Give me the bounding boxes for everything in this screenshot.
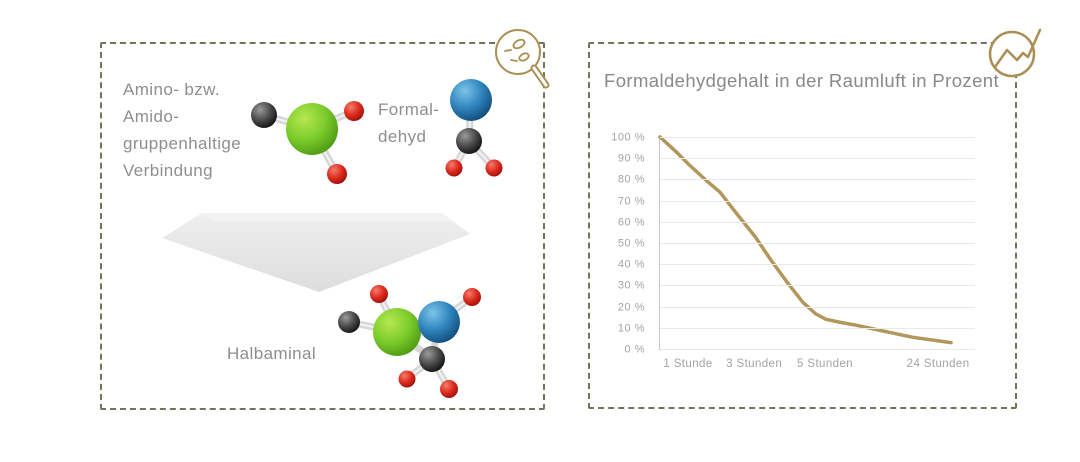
gridline — [660, 306, 975, 308]
y-tick-label: 70 % — [617, 195, 645, 208]
y-tick-label: 30 % — [617, 279, 645, 292]
gridline — [660, 285, 975, 287]
x-tick-label: 5 Stunden — [796, 358, 854, 370]
gridline — [660, 264, 975, 266]
reactant-label-line: gruppenhaltige — [123, 134, 242, 153]
magnifier-molecules-icon — [495, 29, 550, 89]
x-tick-label: 24 Stunden — [906, 358, 970, 370]
y-tick-label: 80 % — [617, 173, 645, 186]
x-tick-label: 1 Stunde — [663, 358, 713, 370]
reaction-down-arrow-icon — [162, 213, 470, 292]
chart-line-svg — [658, 135, 953, 345]
gridline — [660, 243, 975, 244]
reactant-label: Amino- bzw. Amido- gruppenhaltige Verbin… — [123, 76, 241, 184]
x-tick-label: 3 Stunden — [726, 358, 783, 370]
reactant-label-line: Amido- — [123, 107, 180, 126]
y-tick-label: 20 % — [617, 301, 645, 314]
chart-plot — [658, 135, 975, 350]
gridline — [660, 349, 975, 350]
y-tick-label: 10 % — [617, 322, 645, 335]
formaldehyde-label: Formal- dehyd — [378, 96, 439, 150]
product-label: Halbaminal — [227, 344, 317, 363]
gridline — [660, 221, 975, 223]
gridline — [660, 158, 975, 160]
y-tick-label: 0 % — [624, 343, 645, 356]
chart-line — [658, 135, 953, 345]
y-tick-label: 40 % — [617, 258, 645, 271]
gridline — [660, 137, 975, 138]
chart-panel: Formaldehydgehalt in der Raumluft in Pro… — [588, 42, 1017, 409]
formaldehyde-label-line: Formal- — [378, 100, 440, 119]
chart-title: Formaldehydgehalt in der Raumluft in Pro… — [604, 70, 999, 91]
reactant-label-line: Amino- bzw. — [123, 80, 220, 99]
y-tick-label: 60 % — [617, 216, 645, 229]
trend-chart-icon — [988, 28, 1042, 78]
y-tick-label: 50 % — [617, 237, 645, 250]
y-tick-label: 90 % — [617, 152, 645, 165]
y-axis-labels: 100 % 90 % 80 % 70 % 60 % 50 % 40 % 30 % 20 % 10 … — [590, 132, 652, 356]
gridline — [660, 200, 975, 202]
reactant-label-line: Verbindung — [123, 161, 214, 180]
formaldehyde-label-line: dehyd — [378, 127, 427, 146]
reaction-diagram-panel: Amino- bzw. Amido- gruppenhaltige Verbin… — [100, 42, 545, 410]
amino-compound-molecule — [251, 101, 364, 184]
gridline — [660, 327, 975, 329]
y-tick-label: 100 % — [611, 131, 645, 144]
gridline — [660, 179, 975, 181]
x-axis-labels: 1 Stunde 3 Stunden 5 Stunden 24 Stunden — [659, 358, 974, 378]
formaldehyde-molecule — [445, 79, 503, 177]
halbaminal-molecule — [338, 285, 481, 398]
